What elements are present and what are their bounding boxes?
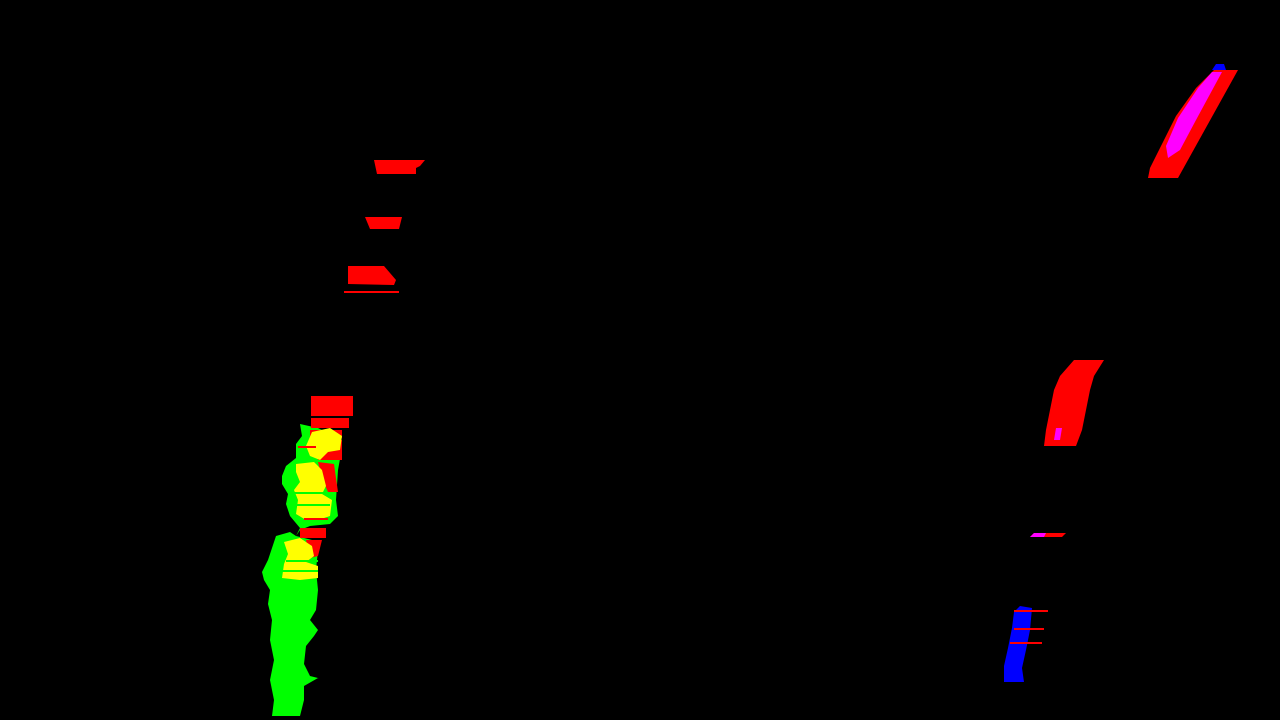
right-lane-small-dash — [1030, 533, 1066, 537]
left-lane-upper-dashes — [344, 160, 425, 293]
left-red-lines — [298, 446, 328, 520]
right-low-red-lines — [1010, 610, 1048, 644]
right-mid-red — [1044, 360, 1104, 446]
right-lane-middle-dash — [1044, 360, 1104, 446]
left-dash-1 — [374, 160, 425, 174]
right-lane-lower-blue-segment — [1004, 606, 1048, 682]
right-top-magenta — [1166, 72, 1222, 158]
right-top-blue — [1212, 64, 1226, 70]
left-green-stripes — [280, 492, 330, 572]
right-mid-magenta — [1054, 428, 1062, 440]
left-lane-lower-blob — [262, 396, 353, 716]
right-lane-top-dash — [1148, 64, 1238, 178]
left-dash-2 — [365, 217, 402, 229]
left-dash-3 — [348, 266, 396, 285]
left-dash-3-line — [344, 291, 399, 293]
